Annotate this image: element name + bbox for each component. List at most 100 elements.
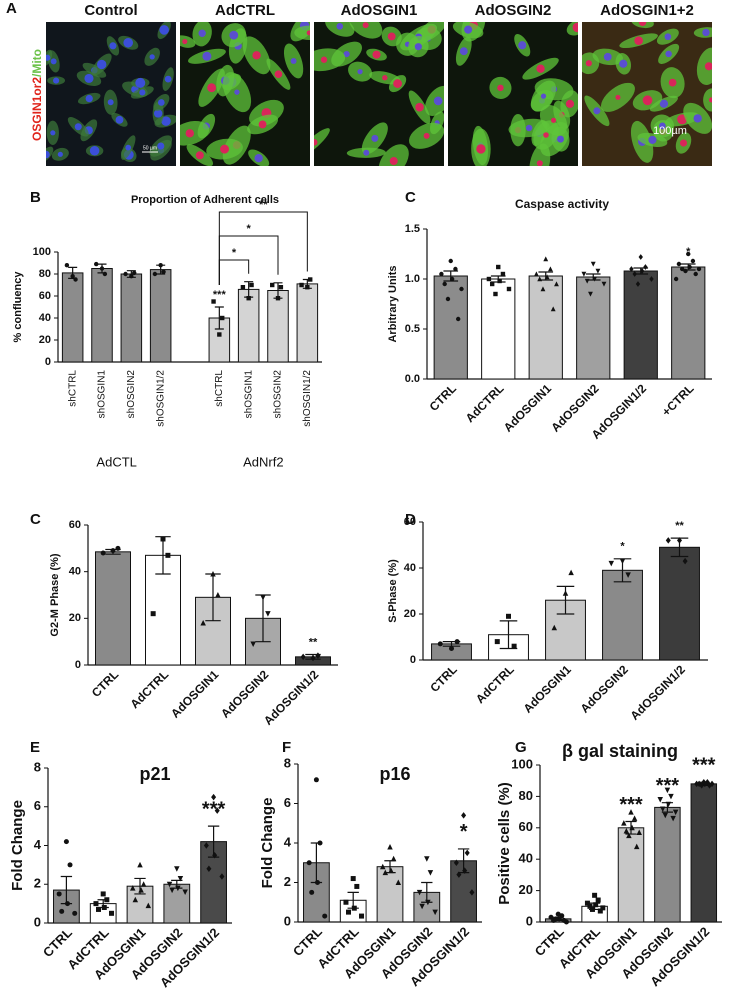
nucleus [664,33,672,41]
data-point [442,281,447,287]
y-tick-label: 8 [34,759,41,774]
data-point [601,281,607,287]
nucleus [343,51,350,58]
data-point [206,865,212,872]
data-point [93,901,99,907]
data-point [453,859,459,866]
nucleus [195,151,204,160]
y-tick-label: 40 [519,851,533,866]
nucleus [634,36,643,46]
y-axis-label: G2-M Phase (%) [49,553,61,636]
image-label: AdCTRL [215,2,275,19]
y-tick-label: 4 [34,837,42,852]
nucleus [585,60,592,67]
data-point [445,296,451,302]
nucleus [157,142,165,150]
data-point [270,282,275,288]
data-point [590,261,596,267]
data-point [589,906,595,912]
nucleus [164,75,172,83]
x-tick-label: shOSGIN2 [273,370,284,419]
nucleus [46,150,50,159]
data-point [300,653,306,661]
data-point [203,842,209,849]
side-label: OSGIN1or2/Mito [30,49,44,141]
data-point [350,876,356,882]
data-point [437,641,443,647]
nucleus [229,30,239,40]
micrograph [180,22,310,166]
data-point [382,869,389,876]
nucleus [198,29,206,37]
data-point [94,261,99,267]
bar [91,268,113,363]
nucleus [290,57,297,64]
data-point [448,258,453,264]
panel-label: G [515,739,527,756]
nucleus [665,50,672,58]
y-axis-label: S-Phase (%) [387,559,399,623]
data-point [595,268,601,274]
y-tick-label: 100 [511,756,533,771]
data-point [322,913,328,919]
y-tick-label: 20 [39,334,51,346]
data-point [220,315,225,321]
nucleus [357,68,363,75]
significance: *** [619,794,643,816]
data-point [177,875,184,882]
y-tick-label: 0.5 [405,323,420,335]
data-point [588,291,593,297]
side-label-red: OSGIN1or2 [30,77,44,141]
data-point [592,276,598,282]
data-point [592,892,598,898]
x-tick-label: AdCTRL [128,667,172,711]
data-point [110,548,116,554]
nucleus [139,89,146,96]
group-label: AdNrf2 [243,454,283,469]
data-point [158,263,163,268]
nucleus [53,77,60,84]
nucleus [115,115,124,124]
data-point [449,276,455,282]
data-point [629,266,634,272]
y-axis-label: Fold Change [9,800,26,891]
data-point [638,254,643,260]
nucleus [648,135,657,144]
data-point [260,594,266,601]
data-point [152,271,158,277]
significance: * [686,246,691,258]
data-point [506,613,511,619]
data-point [346,909,352,915]
data-point [707,782,713,789]
y-tick-label: 40 [39,312,51,324]
data-point [493,291,498,297]
bracket-label: * [232,247,237,259]
bracket [218,211,308,285]
panel-label: C [405,189,416,206]
data-point [690,258,696,264]
data-point [668,793,674,800]
nucleus [659,99,669,108]
bar [120,273,143,363]
y-tick-label: 4 [284,834,292,849]
nucleus [362,22,369,29]
bar [376,866,404,923]
nucleus [207,83,217,93]
bar [659,546,700,661]
nucleus [314,139,318,146]
data-point [584,900,590,906]
nucleus [659,122,666,130]
error-bar [214,306,224,330]
nucleus [320,56,328,63]
image-label: Control [84,2,137,19]
chart-panel: C G2-M Phase (%) 0 20 40 60 CTRL AdCTRLAdOSGIN1… [30,511,338,728]
y-tick-label: 0 [34,914,41,929]
micrograph [582,22,712,166]
data-point [63,839,69,845]
data-point [56,891,62,897]
data-point [390,855,397,862]
data-point [102,271,108,277]
x-tick-label: CTRL [89,667,122,700]
nucleus [109,42,117,50]
